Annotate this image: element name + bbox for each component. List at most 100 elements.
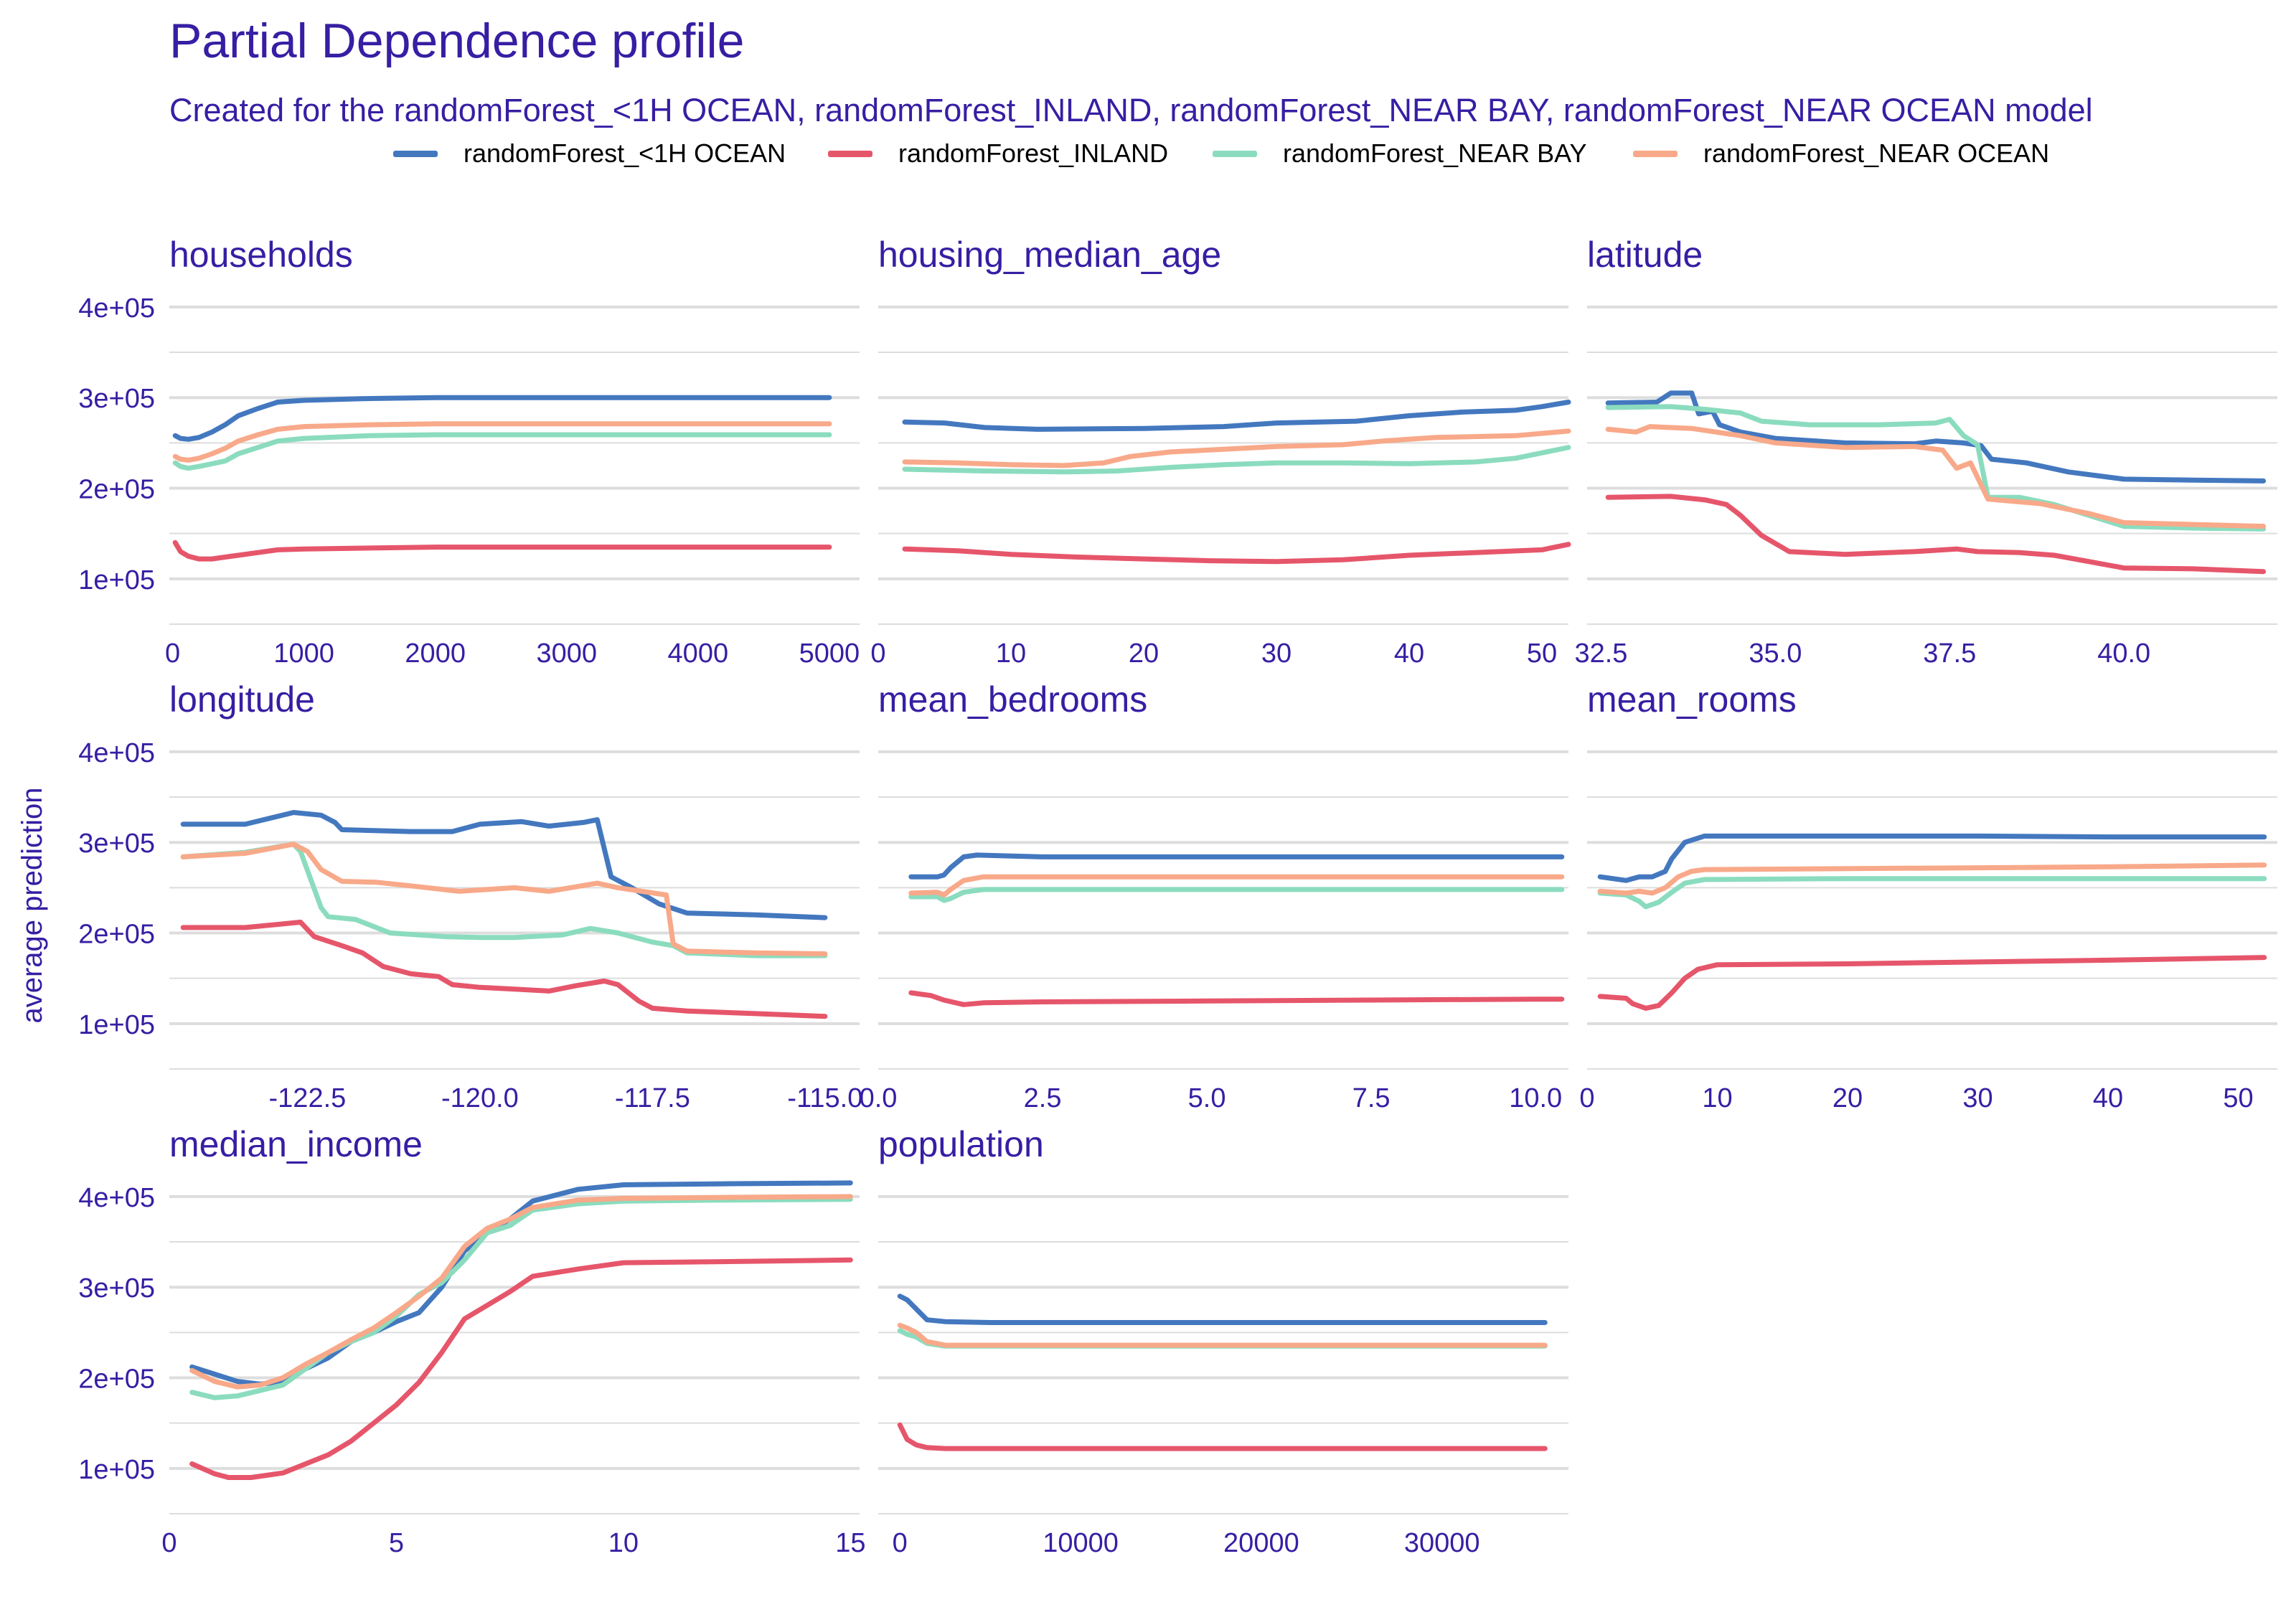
x-tick-label: 40: [1394, 638, 1424, 669]
series-line: [180, 842, 828, 958]
series-line: [180, 919, 828, 1019]
legend-swatch: [1633, 150, 1678, 157]
legend-label: randomForest_<1H OCEAN: [464, 138, 786, 168]
x-tick-label: 10: [608, 1528, 639, 1558]
x-tick-label: 0: [161, 1528, 177, 1558]
y-tick-label: 2e+05: [78, 475, 155, 505]
x-tick-label: 0: [893, 1528, 908, 1558]
series-line: [1597, 876, 2267, 910]
x-tick-label: 0: [165, 638, 180, 669]
series-line: [180, 842, 828, 957]
x-tick-label: 1000: [273, 638, 334, 669]
x-tick-label: 50: [1527, 638, 1557, 669]
x-tick-label: 32.5: [1574, 638, 1627, 669]
x-tick-label: 0: [1579, 1083, 1594, 1113]
legend-item: randomForest_NEAR BAY: [1213, 132, 1587, 175]
series-line: [1605, 390, 2267, 484]
x-tick-label: 30000: [1404, 1528, 1480, 1558]
x-tick-label: 5.0: [1188, 1083, 1226, 1113]
series-line: [180, 810, 828, 920]
x-tick-label: 20: [1129, 638, 1159, 669]
x-tick-label: 15: [835, 1528, 865, 1558]
x-tick-label: 5: [389, 1528, 404, 1558]
y-tick-label: 2e+05: [78, 1365, 155, 1395]
legend-label: randomForest_NEAR OCEAN: [1703, 138, 2050, 168]
panel-title: latitude: [1587, 235, 1703, 275]
y-tick-label: 1e+05: [78, 565, 155, 595]
series-line: [172, 539, 832, 562]
x-tick-label: 3000: [536, 638, 597, 669]
x-tick-label: 0.0: [860, 1083, 898, 1113]
y-tick-label: 1e+05: [78, 1455, 155, 1485]
series-line: [1605, 424, 2267, 529]
x-tick-label: 10.0: [1509, 1083, 1562, 1113]
series-line: [172, 395, 832, 442]
panel-title: housing_median_age: [878, 235, 1221, 275]
chart-subtitle: Created for the randomForest_<1H OCEAN, …: [169, 92, 2093, 128]
y-tick-label: 3e+05: [78, 384, 155, 414]
series-line: [189, 1257, 853, 1480]
x-tick-label: 50: [2223, 1083, 2253, 1113]
x-tick-label: 7.5: [1352, 1083, 1391, 1113]
legend-label: randomForest_NEAR BAY: [1283, 138, 1587, 168]
x-tick-label: 40: [2093, 1083, 2123, 1113]
series-line: [902, 445, 1571, 475]
series-line: [1605, 494, 2267, 575]
x-tick-label: 20: [1832, 1083, 1863, 1113]
x-tick-label: 35.0: [1749, 638, 1802, 669]
x-tick-label: -120.0: [441, 1083, 519, 1113]
series-line: [908, 874, 1565, 897]
series-line: [897, 1422, 1548, 1451]
x-tick-label: 30: [1261, 638, 1292, 669]
y-tick-label: 2e+05: [78, 920, 155, 950]
series-line: [1605, 404, 2267, 532]
panel-title: median_income: [169, 1124, 423, 1164]
y-tick-label: 4e+05: [78, 293, 155, 324]
series-line: [902, 542, 1571, 565]
series-line: [172, 421, 832, 463]
facet-panel-households: households 1e+05 2e+05 3e+05 4e+05 0 1000 2000 3…: [78, 235, 860, 669]
legend-label: randomForest_INLAND: [898, 138, 1169, 168]
series-line: [902, 400, 1571, 432]
y-tick-label: 4e+05: [78, 738, 155, 768]
facet-panel-population: population 0 10000 20000 30000: [878, 1124, 1568, 1558]
legend-item: randomForest_<1H OCEAN: [393, 132, 786, 175]
panel-title: households: [169, 235, 353, 275]
facet-panel-housing-median-age: housing_median_age 0 10 20 30 40 50: [870, 235, 1571, 669]
x-tick-label: -122.5: [269, 1083, 347, 1113]
x-tick-label: 2.5: [1024, 1083, 1062, 1113]
series-line: [1597, 862, 2267, 896]
legend-swatch: [1213, 150, 1257, 157]
legend-item: randomForest_INLAND: [828, 132, 1168, 175]
x-tick-label: 37.5: [1923, 638, 1976, 669]
series-line: [897, 1293, 1548, 1325]
chart-title: Partial Dependence profile: [169, 14, 745, 68]
legend-item: randomForest_NEAR OCEAN: [1633, 132, 2049, 175]
x-tick-label: -115.0: [787, 1083, 862, 1113]
x-tick-label: -117.5: [615, 1083, 690, 1113]
x-tick-label: 10: [1702, 1083, 1732, 1113]
x-tick-label: 10: [996, 638, 1026, 669]
panel-title: mean_bedrooms: [878, 679, 1147, 720]
y-tick-label: 3e+05: [78, 1273, 155, 1304]
facet-panel-mean-bedrooms: mean_bedrooms 0.0 2.5 5.0 7.5 10.0: [860, 679, 1568, 1113]
x-tick-label: 20000: [1223, 1528, 1299, 1558]
panel-title: longitude: [169, 679, 315, 720]
panel-title: mean_rooms: [1587, 679, 1797, 720]
x-tick-label: 5000: [799, 638, 860, 669]
series-line: [1597, 833, 2267, 883]
y-axis-label: average prediction: [17, 787, 48, 1023]
legend-swatch: [828, 150, 872, 157]
x-tick-label: 30: [1962, 1083, 1992, 1113]
series-line: [908, 887, 1565, 903]
series-line: [908, 990, 1565, 1007]
series-line: [189, 1197, 853, 1400]
series-line: [908, 852, 1565, 880]
facet-panel-median-income: median_income 1e+05 2e+05 3e+05 4e+05 0 5 10 15: [78, 1124, 865, 1558]
x-tick-label: 10000: [1043, 1528, 1119, 1558]
y-tick-label: 3e+05: [78, 829, 155, 859]
series-line: [897, 1322, 1548, 1348]
facet-panel-longitude: longitude 1e+05 2e+05 3e+05 4e+05 -122.5 -120.…: [78, 679, 862, 1113]
